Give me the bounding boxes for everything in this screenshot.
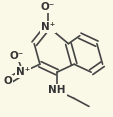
Text: N⁺: N⁺ <box>40 22 54 32</box>
Text: O: O <box>4 76 12 86</box>
Text: O⁻: O⁻ <box>40 2 54 12</box>
Text: O⁻: O⁻ <box>10 51 24 61</box>
Text: N⁺: N⁺ <box>15 67 30 77</box>
Text: NH: NH <box>48 85 65 95</box>
